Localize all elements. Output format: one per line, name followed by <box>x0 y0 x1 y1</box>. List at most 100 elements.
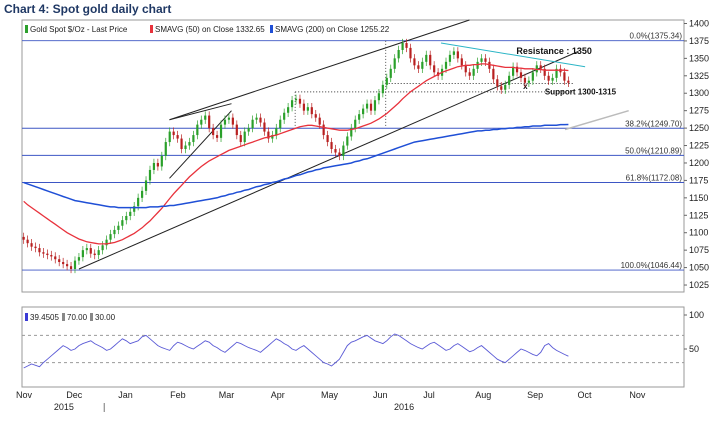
candle-body <box>42 252 45 254</box>
candle-body <box>310 107 313 115</box>
candle-body <box>30 243 33 247</box>
candle-body <box>62 262 65 265</box>
channel-upper <box>169 19 470 121</box>
candle-body <box>231 117 234 125</box>
candle-body <box>156 162 159 167</box>
resistance-line <box>440 42 586 68</box>
rsi-tick-label: 50 <box>689 344 699 354</box>
candle-body <box>444 61 448 69</box>
candle-body <box>267 131 270 139</box>
candle-body <box>105 239 108 246</box>
candle-body <box>373 100 377 111</box>
price-tick-label: 1375 <box>689 36 709 46</box>
candle-body <box>512 66 515 76</box>
year-label: 2016 <box>394 402 414 412</box>
month-label: Dec <box>66 390 83 400</box>
month-label: Mar <box>219 390 235 400</box>
candle-body <box>172 131 175 136</box>
candle-body <box>468 72 471 76</box>
candle-body <box>192 135 195 143</box>
candle-body <box>50 255 53 257</box>
candle-body <box>433 65 436 73</box>
candle-body <box>152 162 156 170</box>
legend-sma50: SMAVG (50) on Close 1332.65 <box>155 25 265 34</box>
candle-body <box>365 103 369 109</box>
legend-swatch-gold <box>25 25 28 33</box>
candle-body <box>26 239 29 244</box>
candle-body <box>504 84 507 90</box>
candle-body <box>129 211 132 216</box>
candle-body <box>401 43 404 50</box>
candle-body <box>255 117 258 120</box>
candle-body <box>176 135 179 139</box>
small-channel-high <box>169 103 232 121</box>
candle-body <box>484 58 487 62</box>
legend-gold: Gold Spot $/Oz - Last Price <box>30 25 128 34</box>
candle-body <box>472 68 475 76</box>
candle-body <box>322 124 325 136</box>
candle-body <box>109 234 112 240</box>
candle-body <box>326 135 329 143</box>
candle-body <box>567 80 570 83</box>
rsi-legend-30: 30.00 <box>95 313 116 322</box>
legend-swatch-sma50 <box>150 25 153 33</box>
resistance-label: Resistance : 1350 <box>516 46 592 56</box>
candle-body <box>184 145 187 150</box>
candle-body <box>160 156 163 167</box>
fib-label: 38.2%(1249.70) <box>625 119 682 128</box>
candle-body <box>362 108 365 115</box>
price-tick-label: 1050 <box>689 263 709 273</box>
month-label: Jul <box>423 390 435 400</box>
candle-body <box>275 128 278 136</box>
candle-body <box>89 248 92 254</box>
candle-body <box>287 107 290 113</box>
candle-body <box>215 135 219 138</box>
candle-body <box>243 131 246 143</box>
price-tick-label: 1150 <box>689 193 708 203</box>
candle-body <box>389 68 392 78</box>
candle-body <box>425 54 428 62</box>
rsi-line <box>23 333 569 369</box>
candle-body <box>385 77 388 85</box>
rsi-legend-70: 70.00 <box>67 313 88 322</box>
candle-body <box>314 114 317 118</box>
candle-body <box>555 68 558 78</box>
candle-body <box>65 264 69 267</box>
candle-body <box>227 117 231 120</box>
candle-body <box>34 246 37 249</box>
candle-body <box>334 149 337 153</box>
candle-body <box>283 112 286 120</box>
candle-body <box>271 135 274 139</box>
candle-body <box>350 128 353 137</box>
candle-body <box>46 253 49 256</box>
chart-marks: 1400 1375 1350 1325 1300 1275 1250 1225 1200 1175… <box>16 18 709 412</box>
candle-body <box>464 65 467 73</box>
candle-body <box>117 225 120 230</box>
candle-body <box>452 51 455 55</box>
fib-label: 100.0%(1046.44) <box>621 261 683 270</box>
price-tick-label: 1075 <box>689 245 709 255</box>
candle-body <box>476 61 479 69</box>
candle-body <box>164 142 167 156</box>
sma200-projection <box>564 109 629 131</box>
rsi-tick-label: 100 <box>689 310 704 320</box>
candle-body <box>492 68 495 80</box>
candle-body <box>381 84 384 94</box>
candle-body <box>168 131 171 143</box>
candle-body <box>460 58 463 66</box>
candle-body <box>148 169 152 181</box>
rsi-legend-swatch-30 <box>90 313 93 321</box>
candle-body <box>358 114 361 120</box>
candle-body <box>369 103 373 111</box>
legend-sma200: SMAVG (200) on Close 1255.22 <box>275 25 390 34</box>
candle-body <box>535 65 538 73</box>
candle-body <box>429 54 432 66</box>
chart-title: Chart 4: Spot gold daily chart <box>4 2 172 16</box>
candle-body <box>409 47 412 59</box>
candle-body <box>235 124 238 136</box>
x-marker: x <box>523 82 528 91</box>
candle-body <box>563 72 566 81</box>
candle-body <box>144 180 148 191</box>
candle-body <box>338 152 341 156</box>
price-legend: Gold Spot $/Oz - Last Price SMAVG (50) o… <box>25 25 390 34</box>
